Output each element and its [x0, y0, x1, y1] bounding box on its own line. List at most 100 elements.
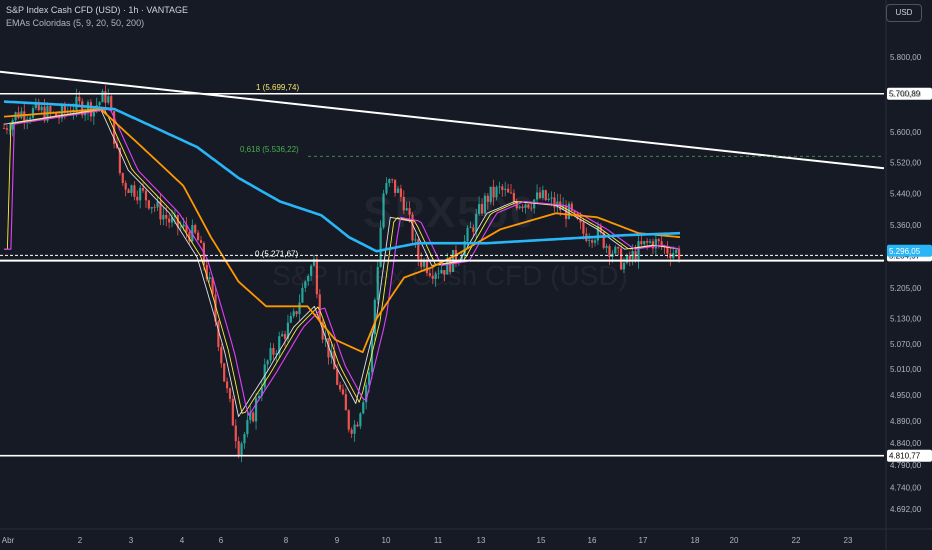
candle-body-109[interactable]	[318, 294, 321, 322]
candle-body-50[interactable]	[147, 200, 150, 209]
candle-body-51[interactable]	[150, 207, 153, 209]
candle-body-156[interactable]	[454, 250, 458, 262]
candle-body-9[interactable]	[28, 117, 32, 120]
candle-body-124[interactable]	[362, 402, 365, 414]
candle-body-145[interactable]	[422, 260, 426, 267]
candle-body-99[interactable]	[289, 316, 292, 323]
candle-body-98[interactable]	[286, 322, 290, 339]
candle-body-164[interactable]	[478, 204, 481, 214]
candle-body-224[interactable]	[651, 241, 655, 249]
candle-body-175[interactable]	[509, 192, 513, 194]
candle-body-49[interactable]	[144, 190, 148, 201]
candle-body-118[interactable]	[344, 394, 347, 411]
candle-body-213[interactable]	[619, 248, 623, 270]
candle-body-80[interactable]	[234, 425, 237, 442]
candle-body-83[interactable]	[243, 434, 246, 444]
trendline[interactable]	[0, 70, 885, 170]
candle-body-123[interactable]	[359, 413, 362, 427]
candle-body-0[interactable]	[2, 128, 6, 129]
candle-body-78[interactable]	[228, 388, 232, 399]
candle-body-182[interactable]	[530, 207, 533, 209]
candle-body-12[interactable]	[37, 101, 40, 111]
candle-body-53[interactable]	[156, 201, 159, 208]
candle-body-169[interactable]	[492, 186, 495, 198]
candle-body-96[interactable]	[281, 334, 284, 337]
candle-body-128[interactable]	[373, 299, 376, 335]
candle-body-46[interactable]	[136, 196, 139, 201]
candle-body-137[interactable]	[399, 188, 403, 198]
candle-body-40[interactable]	[118, 147, 121, 174]
candle-body-220[interactable]	[640, 241, 643, 245]
candle-body-162[interactable]	[472, 227, 475, 232]
candle-body-199[interactable]	[579, 219, 582, 223]
candle-body-21[interactable]	[63, 105, 66, 113]
ema-200-line[interactable]	[3, 100, 681, 253]
candle-body-102[interactable]	[298, 302, 301, 315]
currency-button[interactable]: USD	[886, 4, 922, 22]
candle-body-187[interactable]	[544, 190, 547, 200]
candle-body-112[interactable]	[327, 338, 330, 358]
candle-body-138[interactable]	[402, 197, 405, 211]
candle-body-95[interactable]	[278, 336, 281, 354]
candle-body-44[interactable]	[130, 185, 133, 194]
candle-body-181[interactable]	[527, 204, 530, 208]
candle-body-186[interactable]	[541, 190, 544, 199]
candle-body-45[interactable]	[133, 185, 136, 197]
candle-body-85[interactable]	[249, 412, 252, 421]
candle-body-197[interactable]	[573, 210, 576, 213]
candle-body-151[interactable]	[440, 269, 443, 274]
candle-body-194[interactable]	[564, 205, 568, 220]
candle-body-54[interactable]	[159, 201, 162, 220]
candle-body-92[interactable]	[269, 347, 272, 361]
candle-body-132[interactable]	[385, 183, 388, 194]
ema-9-line[interactable]	[4, 108, 681, 414]
candle-body-176[interactable]	[512, 193, 515, 202]
candle-body-52[interactable]	[153, 207, 156, 208]
candle-body-171[interactable]	[498, 186, 501, 188]
candle-body-233[interactable]	[677, 249, 681, 260]
candle-body-70[interactable]	[205, 264, 208, 280]
candle-body-107[interactable]	[312, 258, 316, 266]
candle-body-3[interactable]	[11, 120, 14, 130]
candle-body-119[interactable]	[347, 410, 350, 430]
candle-body-136[interactable]	[396, 188, 400, 193]
candle-body-140[interactable]	[408, 208, 411, 215]
candle-body-72[interactable]	[211, 277, 214, 295]
candle-body-196[interactable]	[570, 203, 573, 211]
candle-body-88[interactable]	[257, 395, 261, 399]
candle-body-10[interactable]	[31, 108, 35, 118]
candle-body-106[interactable]	[309, 265, 313, 276]
candle-body-57[interactable]	[168, 218, 171, 223]
candle-body-120[interactable]	[350, 429, 353, 434]
candle-body-93[interactable]	[272, 347, 275, 355]
candle-body-142[interactable]	[414, 239, 417, 241]
candle-body-94[interactable]	[275, 353, 278, 355]
candle-body-47[interactable]	[139, 188, 142, 201]
candle-body-135[interactable]	[394, 179, 397, 193]
candle-body-108[interactable]	[315, 258, 318, 295]
candle-body-25[interactable]	[75, 96, 78, 110]
candle-body-69[interactable]	[202, 242, 206, 265]
candle-body-62[interactable]	[182, 224, 185, 227]
candle-body-160[interactable]	[466, 227, 469, 242]
candle-body-31[interactable]	[92, 108, 95, 117]
candle-body-2[interactable]	[8, 129, 11, 131]
candle-body-89[interactable]	[260, 387, 263, 396]
candle-body-216[interactable]	[628, 254, 631, 260]
candle-body-37[interactable]	[110, 96, 113, 112]
candle-body-71[interactable]	[208, 277, 211, 280]
candle-body-41[interactable]	[121, 173, 124, 183]
candle-body-91[interactable]	[266, 360, 269, 365]
candle-body-205[interactable]	[596, 226, 600, 241]
candle-body-75[interactable]	[220, 347, 223, 364]
candle-body-212[interactable]	[617, 247, 620, 249]
candle-body-150[interactable]	[437, 273, 440, 275]
candle-body-122[interactable]	[356, 424, 359, 427]
candle-body-166[interactable]	[483, 195, 487, 214]
candle-body-55[interactable]	[162, 215, 165, 220]
candle-body-74[interactable]	[217, 321, 220, 348]
candle-body-35[interactable]	[104, 91, 107, 103]
candle-body-184[interactable]	[535, 192, 539, 200]
candle-body-103[interactable]	[301, 287, 304, 303]
